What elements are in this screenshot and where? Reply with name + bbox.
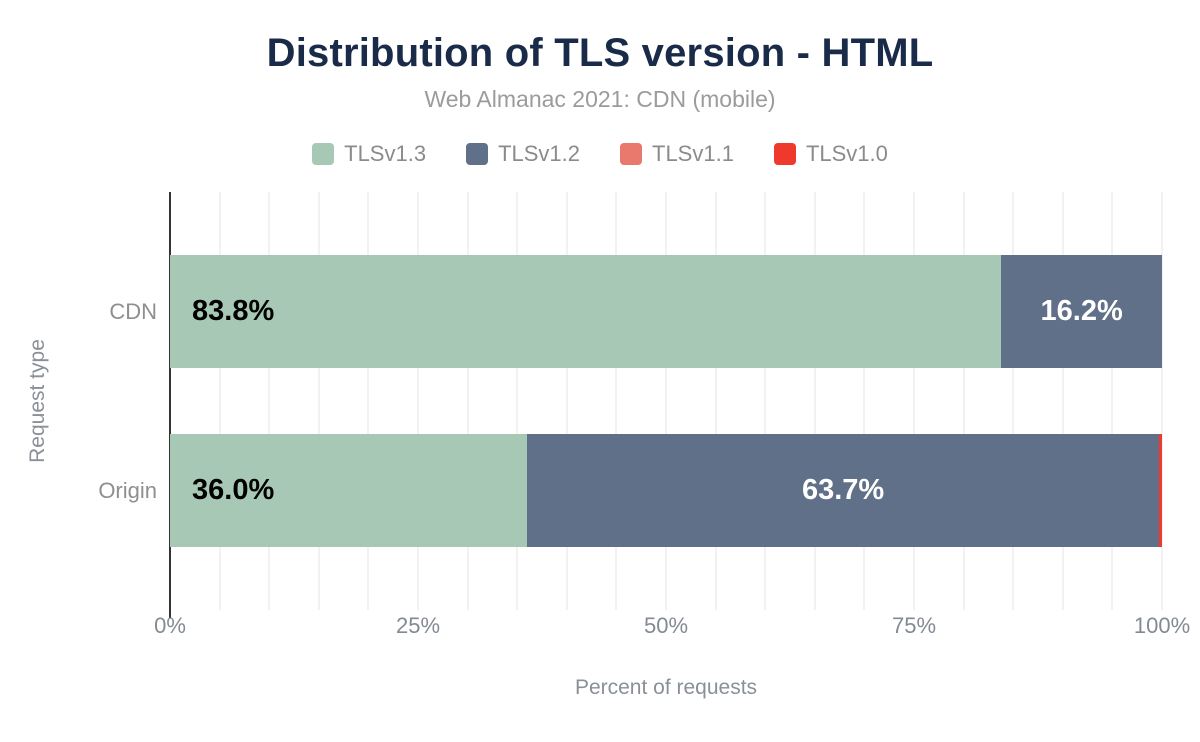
chart-title: Distribution of TLS version - HTML xyxy=(266,31,934,75)
legend-swatch-icon xyxy=(773,143,796,165)
gridline xyxy=(565,192,568,610)
gridline xyxy=(714,192,717,610)
x-tick-label: 75% xyxy=(891,613,937,638)
legend-item-tlsv1.2: TLSv1.2 xyxy=(466,141,580,167)
bar-row-origin: Origin 36.0% 63.7% xyxy=(98,434,1162,547)
legend-item-tlsv1.1: TLSv1.1 xyxy=(620,141,734,167)
category-label: Origin xyxy=(98,477,157,503)
gridlines xyxy=(170,192,1163,610)
x-axis-title: Percent of requests xyxy=(574,676,758,699)
gridline xyxy=(516,192,519,610)
gridline xyxy=(615,192,618,610)
bar-segment-origin-tlsv1.3: 36.0% xyxy=(170,434,528,547)
gridline xyxy=(1061,192,1064,610)
bars: CDN 83.8% 16.2% Origin 36.0% 63.7% xyxy=(98,192,1162,610)
legend: TLSv1.3 TLSv1.2 TLSv1.1 TLSv1.0 xyxy=(0,141,1200,167)
gridline xyxy=(813,192,816,610)
gridline xyxy=(1012,192,1015,610)
gridline xyxy=(1111,192,1114,610)
x-axis-ticks: 0% 25% 50% 75% 100% xyxy=(154,613,1190,643)
y-axis-line xyxy=(169,192,171,618)
gridline xyxy=(218,192,221,610)
x-tick-label: 25% xyxy=(395,613,441,638)
gridline xyxy=(863,192,866,610)
gridline xyxy=(913,192,915,610)
data-label: 63.7% xyxy=(801,474,885,506)
plot-area: CDN 83.8% 16.2% Origin 36.0% 63.7% xyxy=(98,192,1163,618)
bar-row-cdn: CDN 83.8% 16.2% xyxy=(109,255,1162,368)
gridline xyxy=(466,192,469,610)
gridline xyxy=(962,192,965,610)
chart-subtitle: Web Almanac 2021: CDN (mobile) xyxy=(424,86,776,112)
gridline xyxy=(417,192,419,610)
legend-label: TLSv1.1 xyxy=(652,141,734,166)
gridline xyxy=(317,192,320,610)
legend-item-tlsv1.0: TLSv1.0 xyxy=(773,141,888,167)
gridline xyxy=(764,192,767,610)
bar-segment-origin-tlsv1.0 xyxy=(1159,434,1162,547)
legend-swatch-icon xyxy=(466,143,489,165)
gridline xyxy=(1161,192,1163,610)
data-label: 83.8% xyxy=(192,295,275,327)
gridline xyxy=(665,192,667,610)
x-tick-label: 0% xyxy=(154,613,186,638)
legend-swatch-icon xyxy=(620,143,642,165)
legend-swatch-icon xyxy=(312,143,335,165)
bar-segment-origin-tlsv1.2: 63.7% xyxy=(527,434,1159,547)
gridline xyxy=(268,192,271,610)
y-axis-title: Request type xyxy=(26,339,49,463)
bar-segment-cdn-tlsv1.2: 16.2% xyxy=(1001,255,1162,368)
x-tick-label: 50% xyxy=(643,613,689,638)
data-label: 16.2% xyxy=(1040,295,1123,327)
category-label: CDN xyxy=(109,298,157,324)
legend-item-tlsv1.3: TLSv1.3 xyxy=(312,141,426,167)
legend-label: TLSv1.0 xyxy=(805,141,888,166)
data-label: 36.0% xyxy=(192,474,275,506)
x-tick-label: 100% xyxy=(1133,613,1191,638)
gridline xyxy=(367,192,370,610)
legend-label: TLSv1.2 xyxy=(498,141,580,166)
legend-label: TLSv1.3 xyxy=(344,141,427,166)
bar-segment-cdn-tlsv1.3: 83.8% xyxy=(170,255,1002,368)
